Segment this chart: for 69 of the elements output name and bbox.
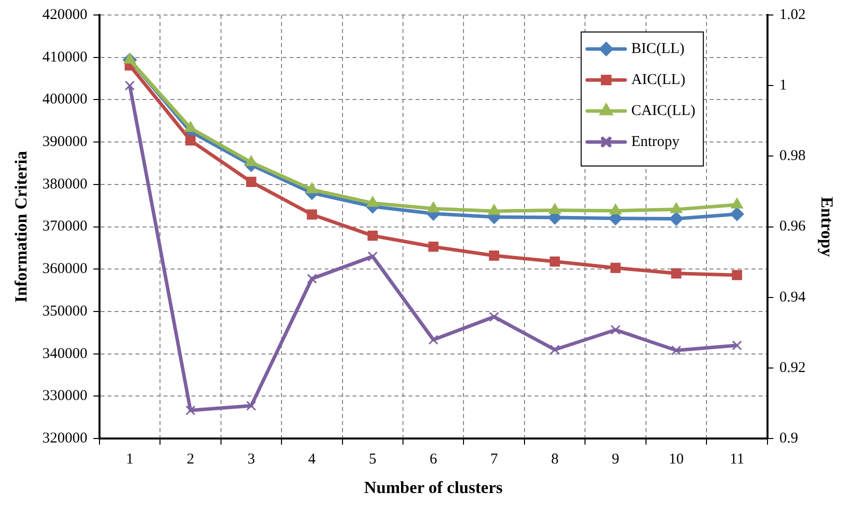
y-tick-label: 350000	[42, 303, 88, 320]
y2-tick-label: 0.92	[779, 360, 806, 376]
point	[428, 334, 438, 345]
x-tick-label: 6	[430, 452, 438, 468]
point	[306, 209, 318, 220]
point	[124, 80, 135, 91]
y-tick-label: 320000	[42, 430, 88, 447]
x-tick-label: 1	[126, 452, 134, 468]
y-tick-label: 410000	[42, 49, 88, 66]
y-tick-label: 390000	[42, 134, 88, 150]
point	[246, 176, 256, 187]
point	[732, 340, 742, 350]
point	[185, 135, 196, 146]
point	[306, 274, 317, 284]
y-tick-label: 420000	[42, 6, 88, 23]
y2-tick-label: 1	[779, 78, 787, 94]
point	[610, 262, 621, 273]
y-tick-label: 370000	[42, 218, 88, 235]
y2-tick-label: 0.96	[779, 218, 806, 235]
point	[609, 204, 622, 214]
x-tick-label: 4	[308, 452, 316, 468]
point	[670, 202, 682, 214]
y-tick-label: 400000	[42, 92, 88, 108]
point	[550, 256, 560, 267]
point	[610, 324, 621, 335]
y2-tick-label: 1.02	[779, 6, 806, 23]
point	[306, 182, 318, 194]
y2-tick-label: 0.9	[779, 430, 798, 447]
x-tick-label: 8	[551, 452, 559, 468]
legend-label: AIC(LL)	[631, 72, 686, 88]
point	[185, 405, 196, 416]
y-tick-label: 330000	[42, 388, 88, 404]
y-axis-title: Information Criteria	[12, 150, 31, 303]
legend-label: CAIC(LL)	[631, 102, 696, 119]
point	[488, 204, 500, 215]
point	[428, 242, 438, 252]
y-tick-label: 360000	[42, 261, 88, 278]
legend-label: BIC(LL)	[631, 40, 685, 57]
point	[732, 270, 742, 280]
x-tick-label: 10	[668, 452, 684, 468]
point	[246, 400, 256, 411]
point	[368, 230, 378, 241]
y-tick-label: 340000	[42, 346, 88, 362]
x-axis-title: Number of clusters	[364, 478, 504, 498]
x-tick-label: 3	[247, 452, 255, 468]
point	[427, 202, 440, 212]
x-tick-label: 5	[368, 452, 376, 468]
y2-axis-title: Entropy	[817, 196, 836, 258]
point	[184, 121, 197, 132]
x-tick-label: 2	[186, 452, 194, 468]
x-tick-label: 7	[490, 452, 498, 468]
point	[366, 196, 379, 207]
point	[368, 251, 378, 262]
point	[671, 268, 682, 278]
point	[550, 344, 560, 355]
x-tick-label: 9	[612, 452, 620, 468]
point	[489, 312, 500, 322]
point	[671, 345, 682, 356]
y2-tick-label: 0.94	[779, 289, 806, 306]
point	[489, 250, 500, 261]
point	[730, 207, 744, 222]
y2-tick-label: 0.98	[779, 148, 806, 164]
point	[124, 52, 136, 64]
y-tick-label: 380000	[42, 176, 88, 192]
point	[730, 198, 744, 209]
legend-label: Entropy	[631, 134, 680, 150]
x-tick-label: 11	[730, 452, 744, 468]
point	[548, 203, 561, 214]
point	[669, 212, 684, 226]
